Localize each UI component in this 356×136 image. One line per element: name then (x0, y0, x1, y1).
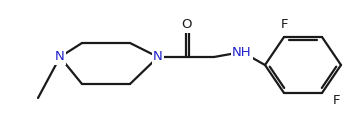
Text: N: N (153, 50, 163, 64)
Text: O: O (181, 18, 191, 32)
Text: N: N (55, 50, 65, 64)
Text: NH: NH (232, 46, 252, 58)
Text: F: F (332, 95, 340, 107)
Text: F: F (280, 18, 288, 30)
